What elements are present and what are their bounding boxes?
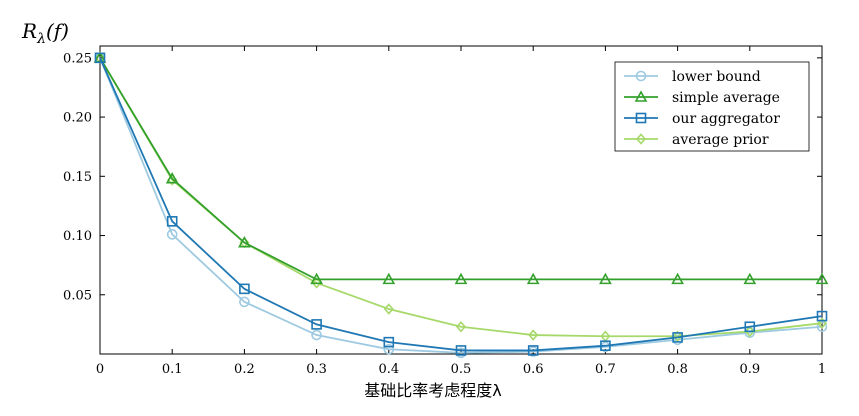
series-simple-average [93, 51, 829, 285]
series-our-aggregator [94, 52, 828, 356]
legend-entry-simple-average: simple average [624, 90, 780, 106]
data-point-average-prior [383, 303, 394, 315]
data-point-average-prior [311, 277, 322, 289]
data-point-simple-average [743, 272, 757, 285]
y-axis-label-rest: (f) [46, 19, 69, 43]
x-tick-label: 0.3 [306, 362, 327, 377]
data-point-lower-bound [383, 343, 395, 355]
x-tick-label: 0.8 [667, 362, 688, 377]
y-tick-label: 0.10 [63, 229, 92, 244]
legend: lower bound simple average our aggregator a… [614, 61, 810, 152]
data-point-our-aggregator [816, 310, 828, 322]
data-point-average-prior [672, 330, 683, 342]
data-point-simple-average [599, 272, 612, 285]
data-point-simple-average [165, 172, 179, 184]
x-tick-label: 0.1 [162, 362, 183, 377]
data-point-our-aggregator [239, 283, 250, 295]
y-tick-label: 0.25 [63, 51, 92, 66]
y-axis-label: Rλ(f) [21, 19, 69, 47]
data-point-our-aggregator [600, 340, 611, 352]
data-point-simple-average [671, 272, 684, 285]
data-point-simple-average [454, 272, 468, 285]
y-tick-label: 0.20 [63, 111, 92, 126]
x-tick-label: 0.4 [378, 362, 399, 377]
x-tick-label: 0.6 [523, 362, 544, 377]
data-point-simple-average [310, 272, 323, 285]
data-point-our-aggregator [527, 345, 539, 356]
data-point-simple-average [815, 272, 829, 285]
x-tick-label: 1 [818, 362, 826, 377]
data-point-lower-bound [166, 229, 178, 240]
y-tick-label: 0.15 [63, 170, 92, 185]
x-tick-label: 0 [96, 362, 104, 377]
data-point-average-prior [744, 325, 755, 338]
legend-entry-average-prior: average prior [624, 132, 769, 148]
data-point-our-aggregator [455, 345, 467, 356]
series-line-lower-bound [99, 57, 823, 354]
data-point-simple-average [382, 272, 396, 285]
data-point-our-aggregator [744, 321, 756, 333]
legend-marker-our-aggregator [635, 112, 647, 124]
data-point-lower-bound [311, 329, 322, 341]
legend-marker-simple-average [634, 90, 648, 102]
data-point-our-aggregator [672, 332, 683, 343]
series-line-simple-average [99, 57, 822, 281]
data-point-average-prior [455, 321, 467, 333]
x-axis-label: 基础比率考虑程度λ [364, 381, 501, 400]
legend-label-simple-average: simple average [672, 90, 780, 106]
data-point-lower-bound [816, 321, 828, 333]
series-line-our-aggregator [99, 57, 823, 352]
legend-marker-lower-bound [635, 70, 647, 82]
data-point-simple-average [526, 272, 540, 285]
data-point-simple-average [238, 235, 251, 248]
legend-label-average-prior: average prior [672, 132, 769, 148]
legend-label-lower-bound: lower bound [672, 69, 761, 85]
data-point-our-aggregator [383, 336, 395, 348]
data-point-average-prior [816, 317, 828, 329]
data-point-lower-bound [239, 296, 250, 308]
data-point-our-aggregator [166, 216, 178, 227]
series-layer [93, 51, 829, 359]
data-point-average-prior [528, 329, 539, 341]
data-point-our-aggregator [311, 319, 322, 330]
legend-label-our-aggregator: our aggregator [672, 111, 780, 127]
x-tick-label: 0.9 [739, 362, 760, 377]
legend-marker-average-prior [635, 133, 647, 145]
y-axis-ticks: 0.05 0.10 0.15 0.20 0.25 [63, 51, 822, 303]
legend-entry-lower-bound: lower bound [624, 69, 761, 85]
y-axis-label-sub: λ [36, 31, 46, 47]
y-axis-label-main: R [21, 19, 37, 43]
x-tick-label: 0.7 [595, 362, 616, 377]
x-tick-label: 0.2 [234, 362, 255, 377]
legend-entry-our-aggregator: our aggregator [624, 111, 780, 127]
data-point-our-aggregator [94, 52, 106, 64]
y-tick-label: 0.05 [63, 288, 92, 303]
x-tick-label: 0.5 [451, 362, 472, 377]
